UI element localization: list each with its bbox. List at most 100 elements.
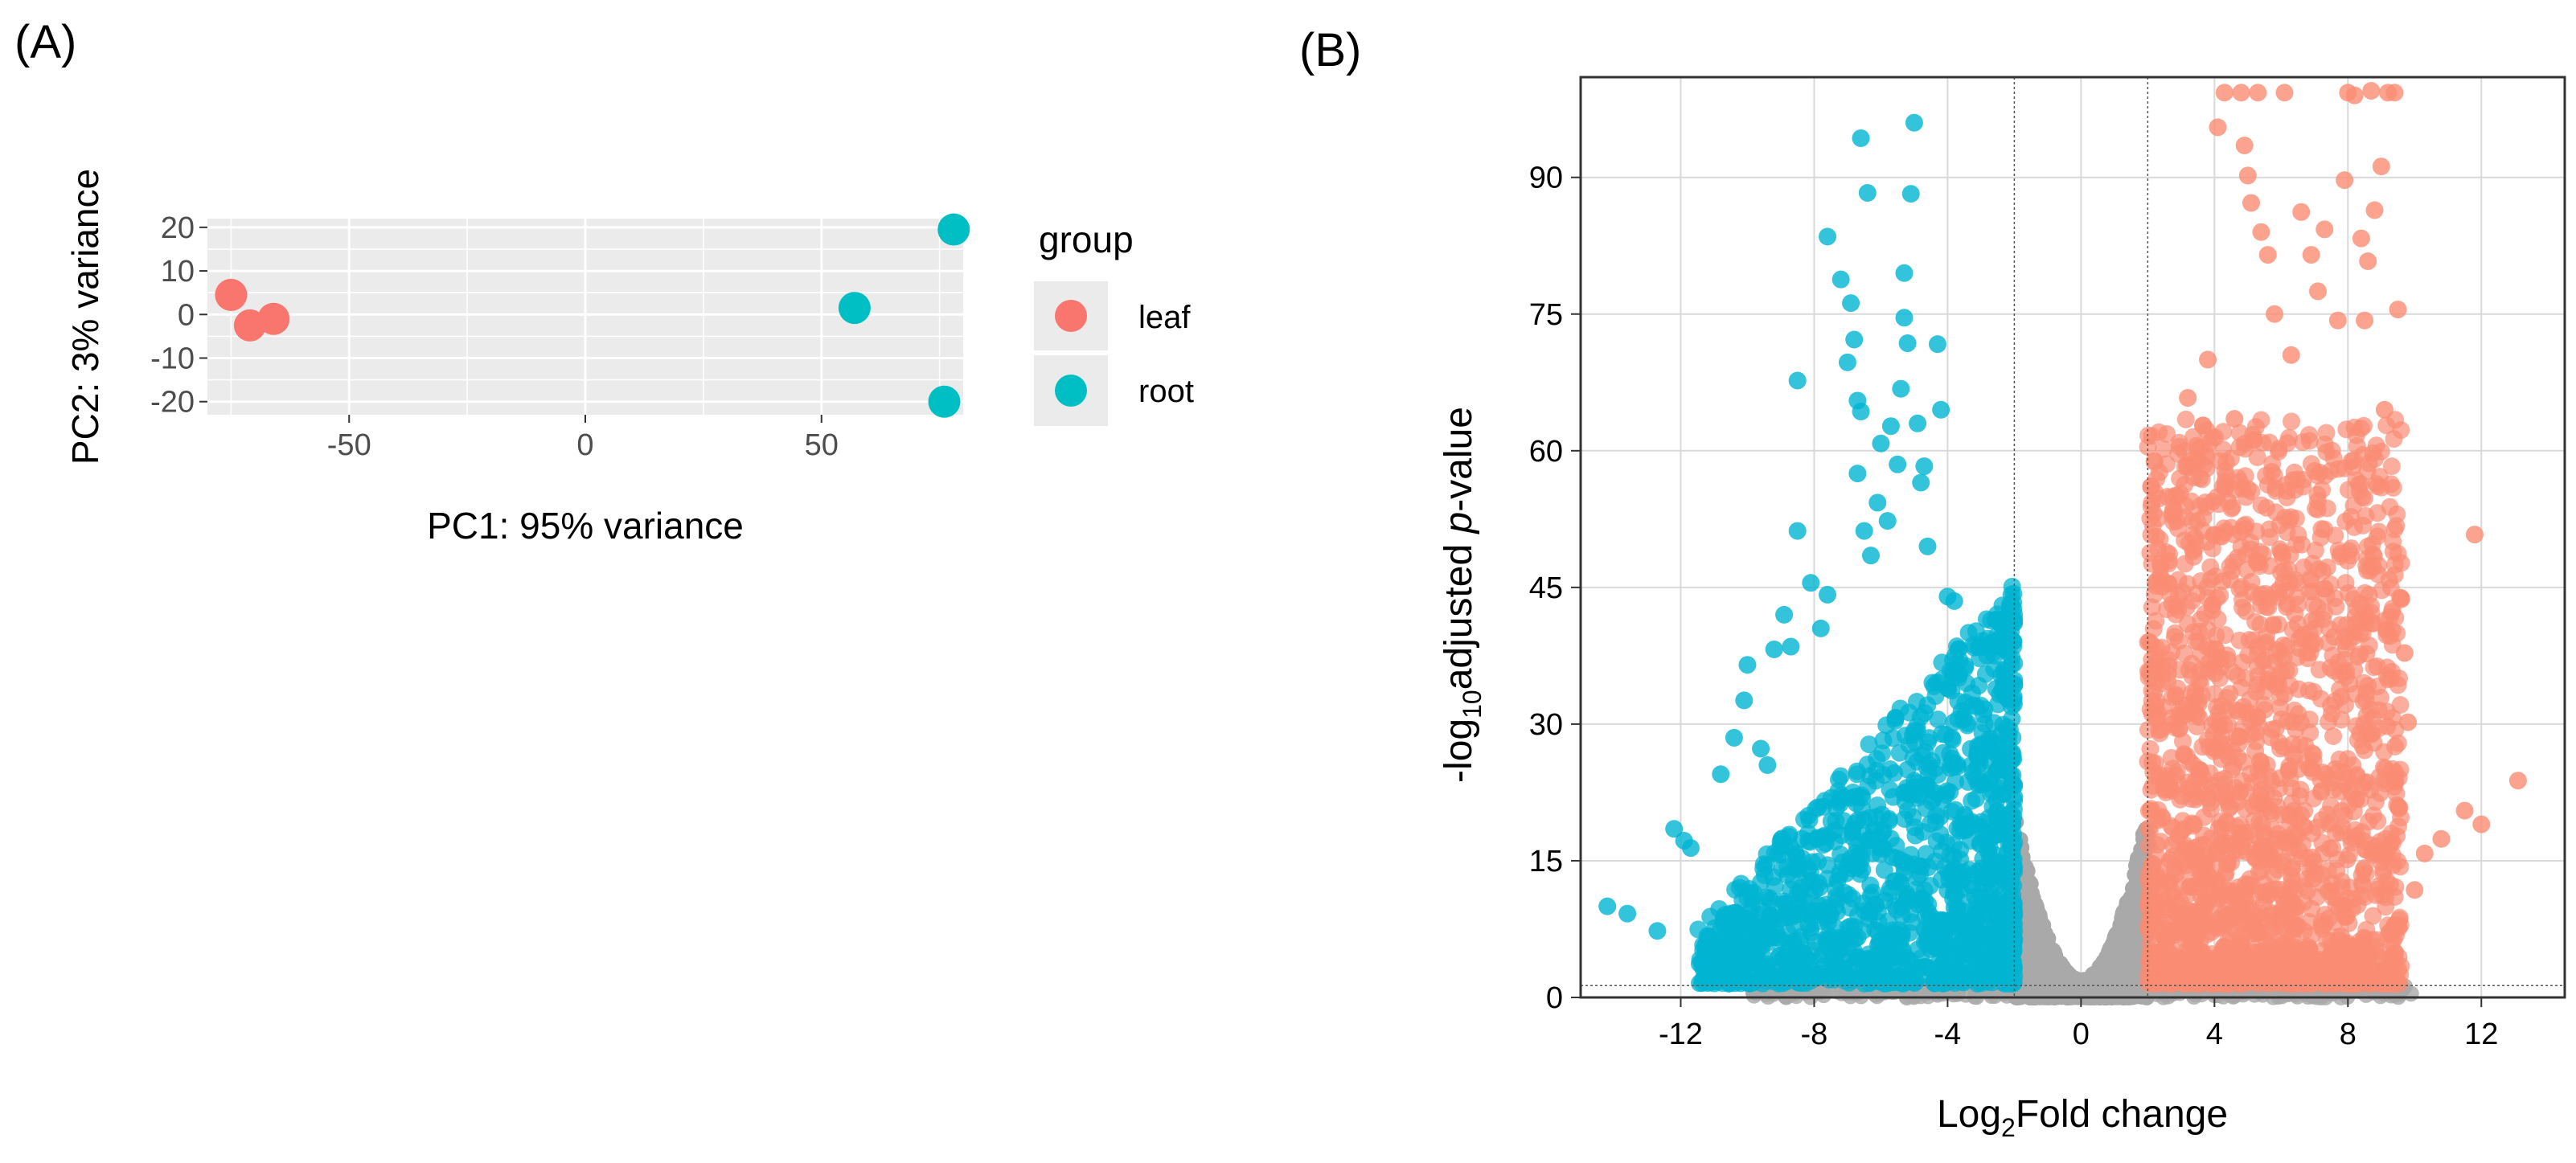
volcano-point-up	[2301, 644, 2320, 662]
volcano-point-up	[2198, 588, 2217, 607]
volcano-point-up	[2277, 661, 2295, 680]
volcano-point-down	[1908, 693, 1926, 711]
volcano-point-down	[1829, 782, 1848, 801]
volcano-point-down	[1893, 923, 1911, 942]
volcano-point-up	[2372, 478, 2390, 497]
volcano-point-down-regulated	[1598, 897, 1617, 915]
volcano-point-down	[1693, 971, 1712, 989]
volcano-point-down	[1950, 821, 1969, 840]
volcano-point-down	[1789, 905, 1807, 923]
volcano-point-up	[2385, 777, 2403, 796]
volcano-point-up	[2206, 712, 2225, 731]
volcano-point-down	[2002, 596, 2020, 615]
volcano-point-up	[2142, 872, 2160, 891]
volcano-point-down	[1793, 944, 1811, 962]
volcano-point-down	[1934, 743, 1952, 762]
volcano-point-up	[2339, 584, 2357, 602]
volcano-point-up	[2165, 960, 2184, 978]
volcano-point-down	[1921, 932, 1939, 950]
volcano-point-down	[1907, 774, 1926, 792]
volcano-point-up	[2264, 615, 2283, 633]
volcano-point-down-regulated	[1811, 619, 1830, 637]
volcano-point-up	[2291, 780, 2310, 799]
volcano-point-down-regulated	[1855, 522, 1873, 540]
volcano-point-up	[2358, 773, 2377, 792]
pca-point-root	[937, 213, 970, 246]
volcano-point-up	[2369, 565, 2387, 584]
volcano-point-up	[2217, 784, 2236, 802]
volcano-point-up	[2249, 645, 2267, 664]
volcano-point-down-regulated	[1788, 371, 1807, 390]
volcano-point-up	[2384, 543, 2402, 561]
volcano-point-up	[2184, 903, 2202, 921]
volcano-point-up	[2175, 746, 2193, 764]
volcano-point-down	[1986, 846, 2004, 864]
volcano-point-down-regulated	[1665, 820, 1684, 838]
volcano-point-down	[1962, 876, 1980, 895]
volcano-point-up	[2183, 512, 2201, 530]
volcano-point-up	[2385, 555, 2404, 574]
volcano-point-ns	[2038, 980, 2055, 997]
volcano-point-up-regulated	[2249, 84, 2267, 102]
pca-y-tick-label: 10	[161, 255, 195, 289]
volcano-point-up	[2355, 674, 2373, 692]
volcano-point-up	[2167, 687, 2185, 706]
volcano-point-up	[2306, 541, 2324, 559]
volcano-point-up-regulated	[2235, 137, 2254, 155]
volcano-point-up	[2216, 626, 2234, 645]
volcano-point-up-regulated	[2179, 389, 2197, 407]
volcano-point-up	[2189, 633, 2208, 651]
volcano-point-up	[2178, 575, 2197, 593]
volcano-point-down-regulated	[1912, 473, 1930, 492]
volcano-point-down	[1958, 716, 1976, 735]
volcano-point-up	[2186, 702, 2205, 721]
volcano-point-down	[1747, 947, 1766, 965]
volcano-point-up	[2169, 632, 2188, 650]
volcano-point-down-regulated	[1895, 309, 1914, 327]
volcano-point-down	[2005, 612, 2024, 631]
volcano-point-down	[1875, 861, 1893, 879]
volcano-point-down	[1713, 940, 1732, 959]
volcano-point-up	[2195, 857, 2213, 875]
volcano-point-up	[2365, 449, 2384, 468]
volcano-point-up	[2234, 517, 2253, 535]
volcano-point-up	[2236, 440, 2254, 458]
volcano-point-down-regulated	[1945, 592, 1963, 610]
volcano-point-up	[2378, 658, 2397, 677]
volcano-point-ns	[2082, 982, 2099, 999]
volcano-point-down-regulated	[1889, 455, 1907, 473]
volcano-point-up	[2250, 751, 2269, 770]
volcano-point-up	[2215, 519, 2233, 538]
volcano-point-up	[2340, 796, 2358, 814]
volcano-point-up	[2353, 737, 2372, 756]
legend-label-root: root	[1138, 374, 1194, 409]
volcano-point-up	[2229, 734, 2248, 752]
volcano-point-up-regulated	[2188, 451, 2207, 469]
volcano-point-up	[2316, 435, 2334, 453]
volcano-point-down	[1929, 710, 1947, 729]
legend-label-leaf: leaf	[1138, 300, 1191, 335]
volcano-point-up	[2375, 743, 2393, 761]
volcano-point-up-regulated	[2225, 410, 2244, 428]
volcano-point-up-regulated	[2238, 166, 2257, 185]
volcano-point-up	[2358, 951, 2377, 969]
volcano-point-up	[2377, 882, 2395, 900]
volcano-point-up	[2345, 418, 2364, 436]
volcano-point-up	[2253, 953, 2271, 972]
volcano-point-down	[1979, 831, 1998, 850]
volcano-point-down	[1848, 765, 1866, 784]
volcano-point-down	[1800, 811, 1819, 829]
volcano-point-up	[2302, 974, 2320, 993]
volcano-point-up	[2340, 542, 2358, 560]
volcano-point-up	[2307, 499, 2325, 518]
volcano-point-down-regulated	[1618, 904, 1637, 923]
volcano-point-down-regulated	[1752, 739, 1770, 758]
pca-legend: group leaf root	[1034, 219, 1194, 426]
volcano-point-down	[1819, 932, 1837, 951]
volcano-point-up	[2212, 834, 2230, 853]
volcano-point-down-regulated	[1802, 574, 1820, 592]
volcano-point-up	[2355, 715, 2373, 733]
volcano-point-up	[2186, 529, 2205, 547]
volcano-point-down	[1973, 964, 1991, 982]
volcano-point-down	[1833, 853, 1852, 871]
